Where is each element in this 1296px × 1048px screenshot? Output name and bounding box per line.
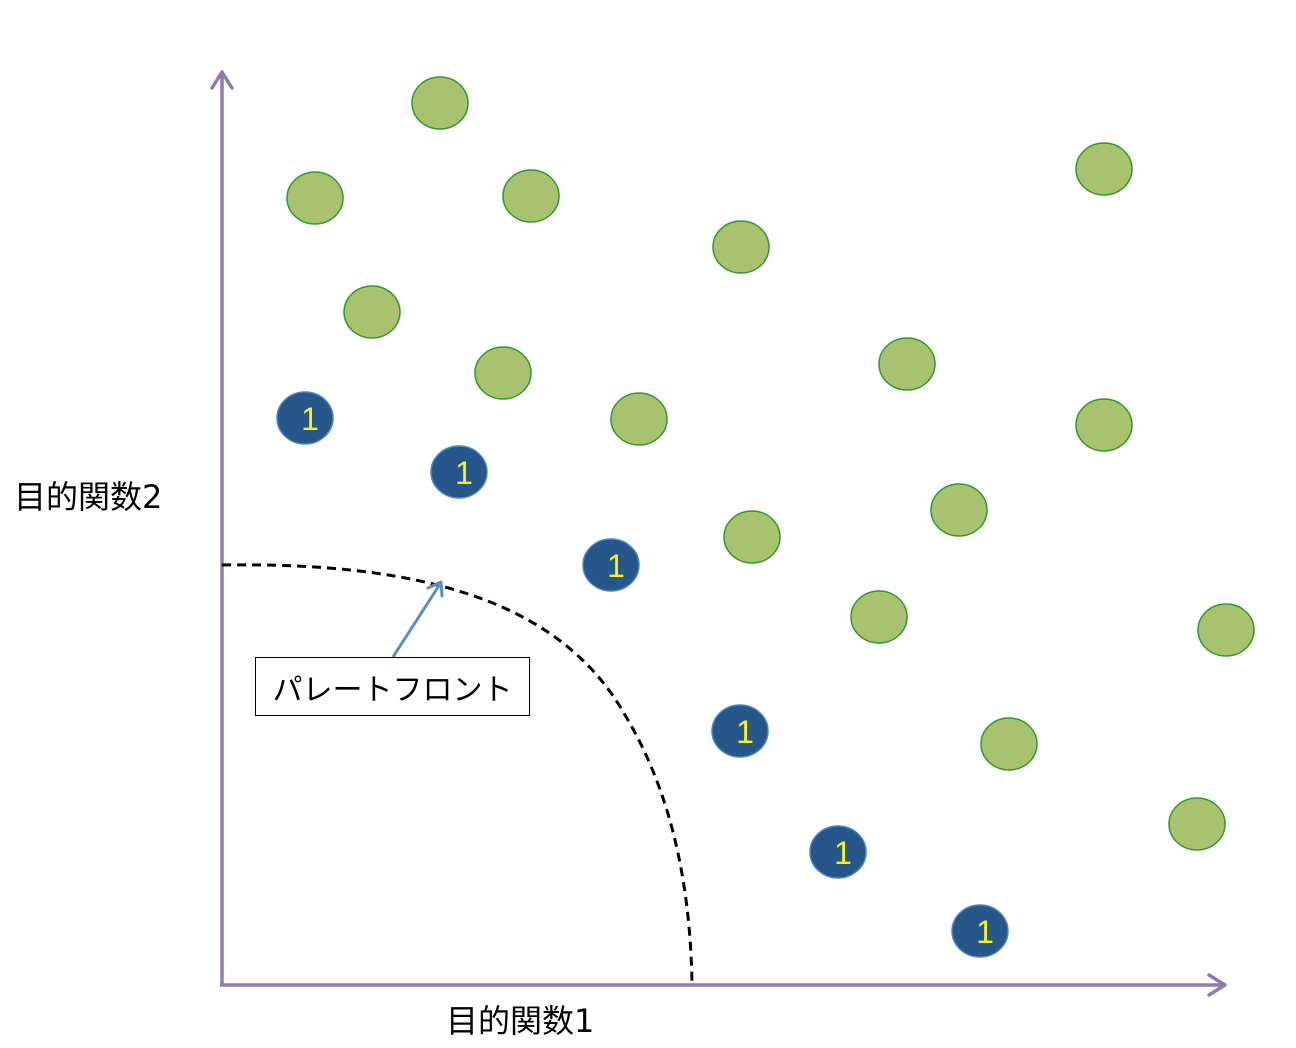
dominated-point xyxy=(712,220,770,274)
rank1-marker xyxy=(711,704,769,758)
dominated-solutions xyxy=(286,76,1255,851)
axes xyxy=(210,70,1227,997)
callout-arrow-shaft xyxy=(391,583,442,658)
pareto-front-callout: パレートフロント xyxy=(255,657,530,716)
rank1-label: 1 xyxy=(736,714,754,750)
rank1-label: 1 xyxy=(301,401,319,437)
rank1-point: 1 xyxy=(582,538,640,592)
dominated-point xyxy=(1168,797,1226,851)
rank1-point: 1 xyxy=(951,904,1009,958)
dominated-point xyxy=(723,510,781,564)
y-axis-label: 目的関数2 xyxy=(14,478,163,516)
pareto-front-curve xyxy=(221,563,694,983)
rank1-marker xyxy=(430,445,488,499)
dominated-point xyxy=(411,76,469,130)
rank1-point: 1 xyxy=(276,391,334,445)
dominated-point xyxy=(610,392,668,446)
rank1-label: 1 xyxy=(607,548,625,584)
rank1-point: 1 xyxy=(809,825,867,879)
dominated-point xyxy=(1075,398,1133,452)
dominated-point xyxy=(980,717,1038,771)
dominated-point xyxy=(878,337,936,391)
dominated-point xyxy=(930,483,988,537)
dominated-point xyxy=(1197,603,1255,657)
rank1-point: 1 xyxy=(430,445,488,499)
dominated-point xyxy=(343,285,401,339)
rank1-solutions: 1 1 1 1 1 1 xyxy=(276,391,1009,958)
x-axis-arrowhead xyxy=(1207,973,1227,997)
dominated-point xyxy=(286,171,344,225)
callout-arrow xyxy=(391,580,444,658)
rank1-marker xyxy=(809,825,867,879)
dominated-point xyxy=(502,169,560,223)
pareto-front-callout-text: パレートフロント xyxy=(272,672,513,708)
rank1-point: 1 xyxy=(711,704,769,758)
rank1-marker xyxy=(582,538,640,592)
dominated-point xyxy=(1075,142,1133,196)
rank1-marker xyxy=(276,391,334,445)
callout-arrow-head xyxy=(426,580,444,598)
x-axis-label: 目的関数1 xyxy=(446,1002,595,1040)
dominated-point xyxy=(850,590,908,644)
dominated-point xyxy=(474,346,532,400)
rank1-marker xyxy=(951,904,1009,958)
rank1-label: 1 xyxy=(976,914,994,950)
rank1-label: 1 xyxy=(834,835,852,871)
y-axis-arrowhead xyxy=(210,70,234,90)
rank1-label: 1 xyxy=(455,455,473,491)
